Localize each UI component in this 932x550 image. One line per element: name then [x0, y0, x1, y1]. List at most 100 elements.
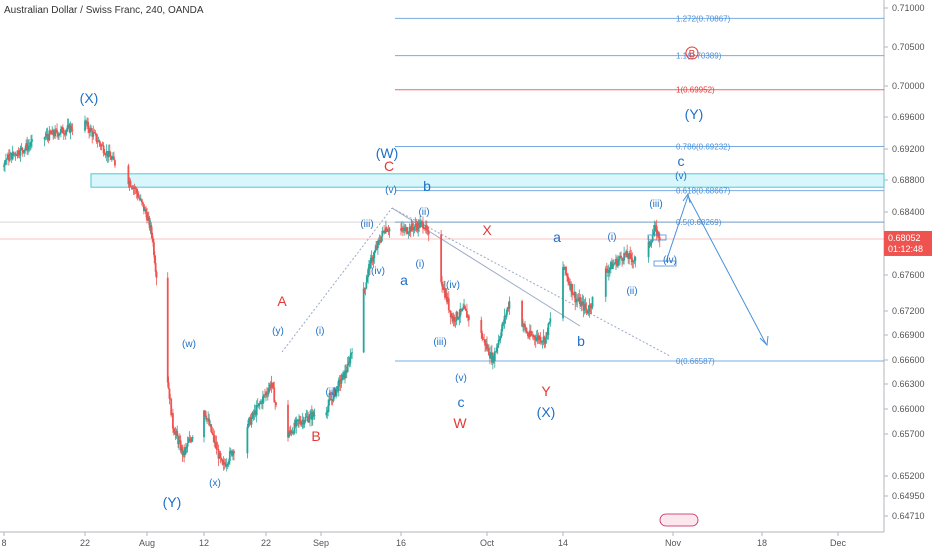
candle-body[interactable]: [508, 301, 511, 309]
candle-body[interactable]: [90, 128, 93, 131]
candle-body[interactable]: [649, 243, 652, 246]
candle-body[interactable]: [31, 139, 33, 142]
candle-body[interactable]: [466, 310, 468, 318]
candle-body[interactable]: [138, 197, 141, 200]
candle-body[interactable]: [69, 125, 72, 133]
candle-body[interactable]: [54, 129, 57, 137]
candle-body[interactable]: [542, 336, 545, 342]
candle-body[interactable]: [272, 383, 275, 388]
candle-body[interactable]: [300, 421, 303, 425]
candle-body[interactable]: [97, 140, 100, 142]
candle-body[interactable]: [591, 296, 594, 307]
resistance-zone[interactable]: [90, 173, 885, 188]
candle-body[interactable]: [345, 371, 348, 373]
candle-body[interactable]: [441, 281, 443, 287]
candle-body[interactable]: [335, 389, 338, 396]
candle-body[interactable]: [218, 452, 221, 459]
candle-body[interactable]: [630, 254, 633, 259]
candle-body[interactable]: [127, 165, 130, 185]
candle-body[interactable]: [385, 227, 388, 232]
candle-body[interactable]: [11, 151, 14, 160]
candle-body[interactable]: [388, 228, 391, 232]
candle-body[interactable]: [632, 261, 635, 263]
candle-body[interactable]: [229, 450, 232, 452]
candle-body[interactable]: [61, 127, 64, 134]
candle-body[interactable]: [631, 258, 634, 263]
candle-body[interactable]: [309, 414, 311, 420]
candle-body[interactable]: [269, 384, 272, 388]
candle-body[interactable]: [610, 262, 613, 269]
candle-body[interactable]: [488, 347, 490, 356]
candle-body[interactable]: [225, 464, 228, 467]
candle-body[interactable]: [109, 156, 112, 160]
candle-body[interactable]: [487, 347, 489, 349]
candle-body[interactable]: [275, 402, 277, 405]
candle-body[interactable]: [366, 277, 369, 283]
candle-body[interactable]: [264, 394, 266, 396]
candle-body[interactable]: [128, 181, 131, 185]
candle-body[interactable]: [563, 267, 565, 270]
candle-body[interactable]: [5, 158, 8, 160]
candle-body[interactable]: [570, 283, 573, 290]
candle-body[interactable]: [312, 412, 315, 416]
candle-body[interactable]: [184, 448, 186, 455]
candle-body[interactable]: [533, 336, 536, 339]
candle-body[interactable]: [20, 147, 23, 149]
candle-body[interactable]: [267, 388, 270, 394]
candle-body[interactable]: [274, 402, 277, 403]
candle-body[interactable]: [191, 438, 193, 442]
candle-body[interactable]: [589, 304, 592, 309]
candle-body[interactable]: [293, 422, 296, 434]
candle-body[interactable]: [132, 187, 135, 190]
candle-body[interactable]: [8, 155, 11, 161]
candle-body[interactable]: [582, 301, 585, 311]
candle-body[interactable]: [616, 258, 618, 266]
candle-body[interactable]: [417, 222, 420, 231]
candle-body[interactable]: [576, 298, 579, 300]
candle-body[interactable]: [416, 226, 419, 231]
candle-body[interactable]: [624, 252, 627, 255]
candle-body[interactable]: [579, 297, 582, 307]
candle-body[interactable]: [306, 416, 309, 418]
candle-body[interactable]: [85, 120, 87, 124]
candle-body[interactable]: [369, 257, 372, 269]
candle-body[interactable]: [65, 129, 68, 132]
candle-body[interactable]: [184, 447, 187, 449]
candle-body[interactable]: [626, 251, 629, 258]
candle-body[interactable]: [409, 226, 412, 232]
candle-body[interactable]: [383, 230, 386, 233]
candle-body[interactable]: [530, 334, 533, 336]
candle-body[interactable]: [482, 339, 485, 340]
candle-body[interactable]: [14, 153, 17, 156]
candle-body[interactable]: [496, 344, 499, 348]
candle-body[interactable]: [223, 462, 226, 465]
candle-body[interactable]: [291, 432, 294, 434]
candle-body[interactable]: [655, 226, 658, 236]
candle-body[interactable]: [507, 307, 510, 309]
candle-body[interactable]: [326, 412, 329, 413]
candle-body[interactable]: [657, 231, 660, 238]
candle-body[interactable]: [129, 181, 132, 187]
candle-body[interactable]: [573, 291, 576, 295]
candle-body[interactable]: [52, 129, 55, 136]
candle-body[interactable]: [57, 133, 59, 137]
candle-body[interactable]: [465, 308, 467, 311]
candle-body[interactable]: [153, 254, 156, 263]
candle-body[interactable]: [544, 338, 547, 344]
candle-body[interactable]: [407, 232, 410, 234]
candle-body[interactable]: [262, 396, 264, 404]
candle-body[interactable]: [493, 351, 496, 362]
candle-body[interactable]: [299, 422, 302, 425]
candle-body[interactable]: [455, 311, 458, 322]
candle-body[interactable]: [19, 148, 22, 156]
candle-body[interactable]: [480, 319, 483, 334]
candle-body[interactable]: [55, 129, 57, 131]
candle-body[interactable]: [460, 308, 463, 312]
candle-body[interactable]: [340, 380, 343, 384]
candle-body[interactable]: [502, 322, 505, 324]
candle-body[interactable]: [574, 291, 577, 303]
candle-body[interactable]: [107, 150, 110, 158]
candle-body[interactable]: [95, 133, 98, 142]
candle-body[interactable]: [379, 241, 382, 243]
